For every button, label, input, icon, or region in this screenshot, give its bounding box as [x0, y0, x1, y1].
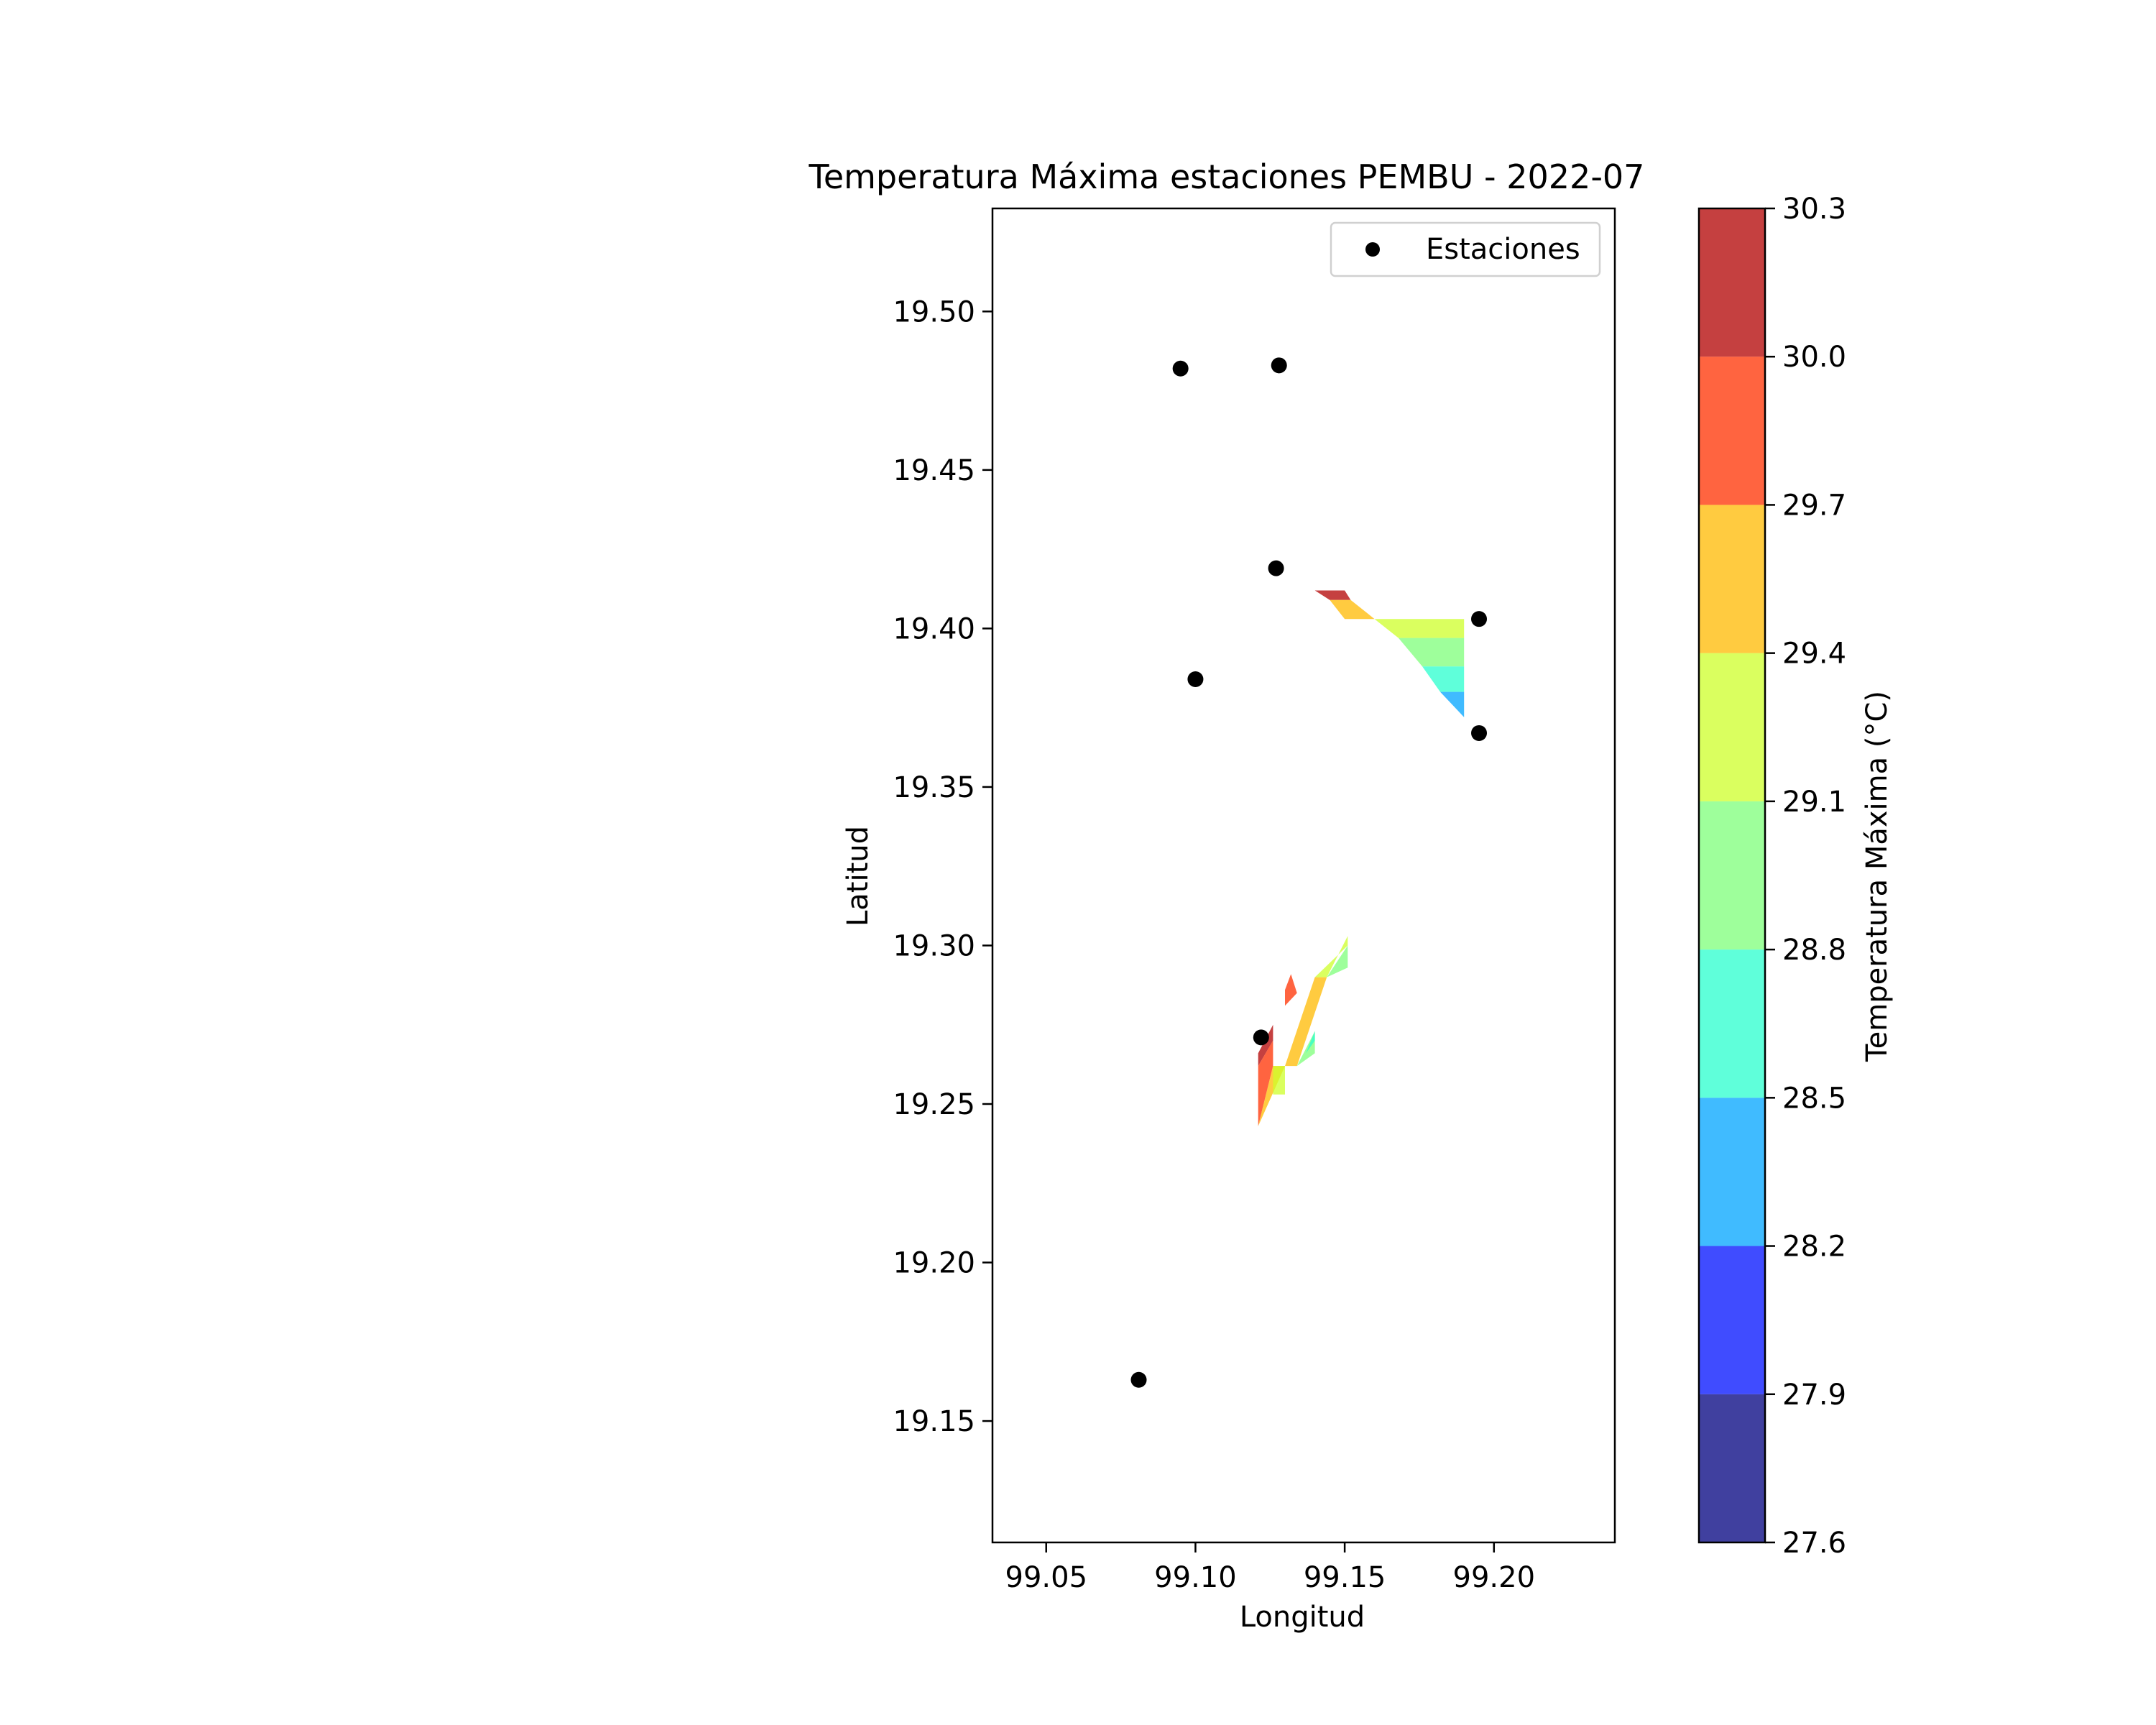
colorbar-segment [1699, 1246, 1765, 1394]
contour-patch [1440, 691, 1465, 717]
colorbar-segment [1699, 1098, 1765, 1246]
colorbar-tick-label: 29.1 [1782, 786, 1846, 819]
contour-patch [1258, 1024, 1273, 1067]
legend: Estaciones [1330, 221, 1601, 277]
contour-patch [1258, 977, 1327, 1126]
station-point [1172, 360, 1189, 377]
colorbar-tick-label: 30.3 [1782, 193, 1846, 226]
colorbar-tick-label: 29.4 [1782, 638, 1846, 671]
colorbar-tick-label: 30.0 [1782, 341, 1846, 374]
colorbar-frame [1697, 207, 1766, 1544]
colorbar-tick-label: 27.9 [1782, 1379, 1846, 1412]
y-tick-label: 19.45 [893, 454, 975, 487]
contour-patch [1285, 974, 1297, 1006]
colorbar-segment [1699, 208, 1765, 357]
contour-patch [1306, 1031, 1315, 1054]
contour-patch [1314, 590, 1351, 600]
colorbar-segment [1699, 356, 1765, 505]
station-point [1471, 611, 1488, 627]
colorbar: 27.6 27.9 28.2 28.5 28.8 29.1 29.4 29.7 30.0 30.3 [1697, 193, 1846, 1560]
colorbar-tick-label: 28.5 [1782, 1082, 1846, 1115]
y-tick-label: 19.35 [893, 771, 975, 804]
y-tick-label: 19.40 [893, 612, 975, 645]
contour-patch [1422, 666, 1465, 692]
legend-entry: Estaciones [1426, 233, 1580, 266]
station-point [1187, 671, 1204, 687]
colorbar-segment [1699, 801, 1765, 950]
x-tick-label: 99.05 [1005, 1561, 1088, 1594]
colorbar-segment [1699, 505, 1765, 653]
y-tick-label: 19.20 [893, 1247, 975, 1280]
y-tick-label: 19.15 [893, 1405, 975, 1438]
colorbar-tick-label: 28.2 [1782, 1230, 1846, 1264]
chart-title: Temperatura Máxima estaciones PEMBU - 20… [808, 157, 1645, 196]
x-axis-label: Longitud [1240, 1601, 1365, 1634]
colorbar-segment [1699, 949, 1765, 1098]
colorbar-segment [1699, 653, 1765, 801]
x-axis: 99.05 99.10 99.15 99.20 [1005, 1542, 1536, 1594]
colorbar-tick-label: 28.8 [1782, 934, 1846, 967]
colorbar-tick-label: 27.6 [1782, 1527, 1846, 1560]
legend-box [1330, 221, 1601, 277]
contour-patch [1398, 638, 1465, 667]
station-point [1271, 357, 1287, 374]
contour-patch [1330, 599, 1375, 620]
plot-frame [991, 207, 1616, 1544]
contour-patch [1273, 1066, 1285, 1095]
colorbar-tick-label: 29.7 [1782, 489, 1846, 522]
scatter-layer [1130, 357, 1488, 1388]
colorbar-label: Temperatura Máxima (°C) [1861, 691, 1894, 1062]
y-axis: 19.15 19.20 19.25 19.30 19.35 19.40 19.45 19.50 [893, 295, 992, 1438]
x-tick-label: 99.20 [1453, 1561, 1536, 1594]
y-tick-label: 19.30 [893, 929, 975, 962]
x-tick-label: 99.10 [1154, 1561, 1237, 1594]
contour-layer [1258, 590, 1465, 1126]
y-tick-label: 19.25 [893, 1088, 975, 1121]
contour-patch [1327, 945, 1348, 978]
x-tick-label: 99.15 [1304, 1561, 1386, 1594]
legend-marker [1365, 242, 1380, 257]
station-point [1253, 1029, 1269, 1046]
station-point [1471, 724, 1488, 741]
colorbar-segment [1699, 1394, 1765, 1542]
station-point [1268, 560, 1284, 576]
y-axis-label: Latitud [842, 826, 875, 926]
station-point [1130, 1371, 1147, 1388]
y-tick-label: 19.50 [893, 295, 975, 328]
contour-patch [1345, 619, 1465, 638]
contour-patch [1296, 1031, 1315, 1067]
contour-patch [1258, 1040, 1273, 1126]
